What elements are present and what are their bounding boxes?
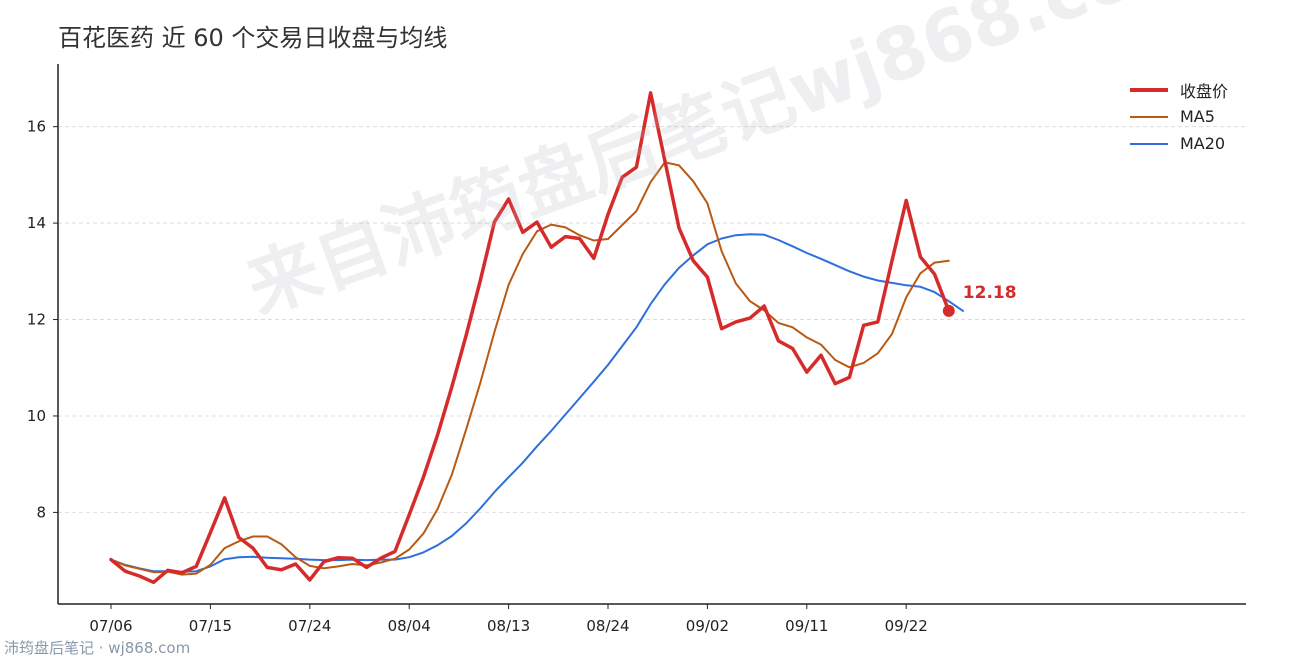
x-tick-label-08/24: 08/24 bbox=[586, 617, 629, 635]
y-tick-label-14: 14 bbox=[27, 214, 46, 232]
y-tick-label-8: 8 bbox=[36, 503, 46, 521]
x-tick-label-07/15: 07/15 bbox=[189, 617, 232, 635]
y-tick-label-16: 16 bbox=[27, 118, 46, 136]
legend-swatch-close bbox=[1130, 87, 1168, 92]
y-tick-label-12: 12 bbox=[27, 311, 46, 329]
series-lines bbox=[109, 91, 964, 585]
last-close-label: 12.18 bbox=[963, 283, 1017, 303]
x-tick-label-09/02: 09/02 bbox=[686, 617, 729, 635]
tick-labels: 8 10 12 14 16 07/06 07/15 07/24 08/04 08/13 08/24 0… bbox=[27, 118, 928, 635]
x-tick-label-08/13: 08/13 bbox=[487, 617, 530, 635]
grid-lines bbox=[58, 126, 1246, 513]
x-tick-label-07/06: 07/06 bbox=[89, 617, 132, 635]
legend: 收盘价 MA5 MA20 bbox=[1130, 76, 1228, 157]
series-ma5-line bbox=[110, 161, 950, 576]
legend-item-ma20: MA20 bbox=[1130, 130, 1228, 157]
legend-label-ma5: MA5 bbox=[1180, 107, 1215, 126]
footer-credit: 沛筠盘后笔记 · wj868.com bbox=[4, 639, 191, 657]
axes bbox=[53, 64, 1246, 609]
legend-swatch-ma20 bbox=[1130, 142, 1168, 145]
legend-label-close: 收盘价 bbox=[1180, 81, 1229, 101]
x-tick-label-08/04: 08/04 bbox=[388, 617, 431, 635]
legend-item-close: 收盘价 bbox=[1130, 76, 1228, 103]
x-tick-label-09/11: 09/11 bbox=[785, 617, 828, 635]
x-tick-label-09/22: 09/22 bbox=[885, 617, 928, 635]
legend-label-ma20: MA20 bbox=[1180, 134, 1226, 153]
series-close-line bbox=[109, 91, 951, 585]
y-tick-label-10: 10 bbox=[27, 407, 46, 425]
annotations: 12.18 bbox=[942, 283, 1017, 317]
series-ma20-line bbox=[110, 233, 964, 573]
chart-title: 百花医药 近 60 个交易日收盘与均线 bbox=[58, 24, 448, 52]
x-tick-label-07/24: 07/24 bbox=[288, 617, 331, 635]
legend-item-ma5: MA5 bbox=[1130, 103, 1228, 130]
legend-swatch-ma5 bbox=[1130, 115, 1168, 118]
last-close-marker bbox=[942, 304, 955, 317]
